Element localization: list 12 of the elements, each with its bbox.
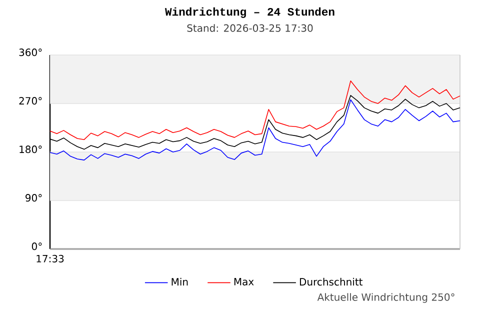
legend-label: Min bbox=[172, 278, 188, 286]
legend-label: Durchschnitt bbox=[300, 278, 363, 286]
y-tick-label: 360° bbox=[19, 48, 42, 56]
legend-label: Max bbox=[234, 278, 254, 286]
text: Aktuelle Windrichtung 250° bbox=[317, 293, 454, 303]
y-tick-label: 90° bbox=[26, 194, 42, 202]
y-tick-label: 270° bbox=[19, 97, 42, 105]
text: 17:33 bbox=[36, 254, 64, 262]
y-tick-label: 180° bbox=[20, 146, 42, 154]
chart-subtitle: Stand: 2026-03-25 17:30 bbox=[187, 24, 313, 32]
chart-title: Windrichtung – 24 Stunden bbox=[164, 7, 334, 18]
y-tick-label: 0° bbox=[32, 242, 42, 250]
